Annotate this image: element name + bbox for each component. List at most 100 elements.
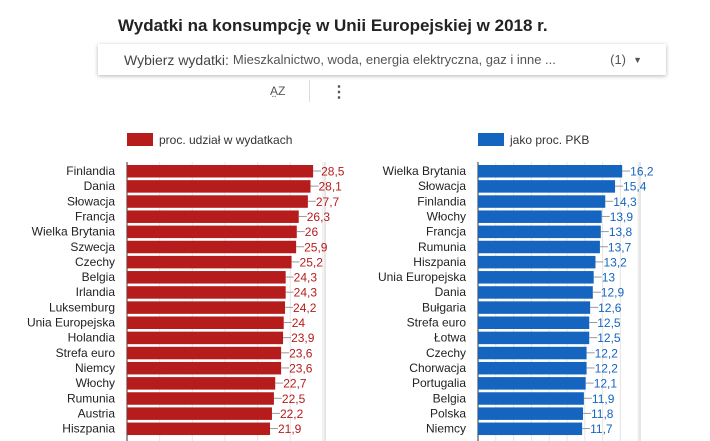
data-label: 16,2 bbox=[630, 165, 654, 179]
category-label: Włochy bbox=[76, 376, 115, 390]
bar bbox=[127, 331, 284, 345]
bar bbox=[478, 180, 616, 193]
category-label: Rumunia bbox=[67, 391, 115, 405]
data-label: 12,2 bbox=[595, 361, 619, 375]
bar bbox=[127, 316, 284, 329]
bar bbox=[478, 346, 587, 360]
bar bbox=[127, 422, 271, 436]
data-label: 22,7 bbox=[283, 377, 307, 391]
data-label: 13,9 bbox=[610, 210, 634, 224]
bar bbox=[478, 377, 586, 390]
toolbar-divider bbox=[309, 80, 310, 102]
category-label: Wielka Brytania bbox=[32, 225, 116, 239]
legend-label: proc. udział w wydatkach bbox=[159, 133, 292, 147]
bar bbox=[127, 225, 297, 239]
data-label: 22,5 bbox=[282, 392, 306, 406]
legend-label: jako proc. PKB bbox=[509, 133, 589, 147]
data-label: 12,1 bbox=[594, 377, 618, 391]
category-label: Irlandia bbox=[76, 285, 116, 299]
bar bbox=[478, 361, 587, 375]
bar bbox=[478, 407, 584, 420]
bar bbox=[478, 286, 593, 299]
bar bbox=[127, 165, 314, 178]
data-label: 24,3 bbox=[294, 271, 318, 285]
data-label: 24,2 bbox=[293, 301, 317, 315]
category-label: Francja bbox=[426, 225, 466, 239]
category-label: Niemcy bbox=[75, 361, 115, 375]
data-label: 12,5 bbox=[597, 331, 621, 345]
category-label: Wielka Brytania bbox=[383, 164, 467, 178]
bar bbox=[127, 286, 286, 299]
bar bbox=[127, 240, 297, 254]
bar bbox=[478, 255, 596, 269]
data-label: 24,3 bbox=[294, 286, 318, 300]
bar bbox=[127, 180, 311, 193]
category-label: Austria bbox=[78, 406, 116, 420]
data-label: 13,2 bbox=[603, 255, 627, 269]
bar bbox=[478, 165, 623, 178]
category-label: Francja bbox=[75, 209, 115, 223]
category-label: Portugalia bbox=[412, 376, 466, 390]
category-label: Finlandia bbox=[66, 164, 115, 178]
category-label: Łotwa bbox=[434, 331, 466, 345]
category-label: Finlandia bbox=[417, 194, 466, 208]
data-label: 12,5 bbox=[597, 316, 621, 330]
bar bbox=[478, 316, 590, 329]
category-label: Słowacja bbox=[67, 194, 115, 208]
data-label: 11,9 bbox=[592, 392, 615, 406]
category-label: Strefa euro bbox=[56, 346, 116, 360]
category-label: Dania bbox=[435, 285, 467, 299]
more-vert-icon[interactable]: ⋮ bbox=[331, 84, 347, 101]
category-label: Polska bbox=[430, 406, 466, 420]
category-label: Włochy bbox=[427, 209, 466, 223]
bar bbox=[478, 195, 606, 208]
data-label: 13 bbox=[602, 271, 616, 285]
category-label: Belgia bbox=[433, 391, 467, 405]
page-title: Wydatki na konsumpcję w Unii Europejskie… bbox=[118, 16, 548, 35]
bar bbox=[127, 271, 286, 284]
data-label: 14,3 bbox=[613, 195, 637, 209]
bar bbox=[478, 271, 594, 284]
category-label: Czechy bbox=[426, 346, 466, 360]
data-label: 13,7 bbox=[608, 240, 632, 254]
legend-swatch bbox=[478, 133, 504, 146]
category-label: Hiszpania bbox=[62, 422, 115, 436]
category-label: Szwecja bbox=[70, 240, 115, 254]
bar bbox=[478, 422, 583, 436]
category-label: Unia Europejska bbox=[378, 270, 466, 284]
category-label: Chorwacja bbox=[409, 361, 466, 375]
expense-selector-dropdown[interactable]: Wybierz wydatki: Mieszkalnictwo, woda, e… bbox=[98, 44, 666, 75]
category-label: Belgia bbox=[82, 270, 116, 284]
data-label: 11,8 bbox=[591, 407, 614, 421]
data-label: 26 bbox=[305, 225, 319, 239]
data-label: 24 bbox=[292, 316, 306, 330]
bar bbox=[127, 301, 286, 314]
category-label: Słowacja bbox=[418, 179, 466, 193]
category-label: Bułgaria bbox=[422, 300, 466, 314]
data-label: 12,9 bbox=[601, 286, 625, 300]
data-label: 15,4 bbox=[623, 180, 647, 194]
sort-az-icon[interactable]: A̤Z bbox=[270, 84, 286, 98]
legend-swatch bbox=[127, 133, 153, 146]
bar bbox=[127, 407, 272, 420]
category-label: Unia Europejska bbox=[27, 316, 115, 330]
bar bbox=[478, 225, 601, 239]
data-label: 23,6 bbox=[289, 346, 313, 360]
data-label: 12,6 bbox=[598, 301, 622, 315]
category-label: Czechy bbox=[75, 255, 115, 269]
bar bbox=[478, 240, 600, 254]
category-label: Dania bbox=[84, 179, 116, 193]
data-label: 25,2 bbox=[300, 255, 324, 269]
category-label: Strefa euro bbox=[407, 316, 467, 330]
data-label: 26,3 bbox=[307, 210, 331, 224]
bar bbox=[478, 392, 584, 405]
selector-value: Mieszkalnictwo, woda, energia elektryczn… bbox=[232, 52, 556, 67]
bar bbox=[127, 210, 299, 223]
bar bbox=[127, 392, 274, 405]
data-label: 28,1 bbox=[318, 180, 342, 194]
category-label: Niemcy bbox=[426, 422, 466, 436]
bar bbox=[127, 255, 292, 269]
data-label: 23,9 bbox=[291, 331, 315, 345]
bar bbox=[127, 377, 276, 390]
